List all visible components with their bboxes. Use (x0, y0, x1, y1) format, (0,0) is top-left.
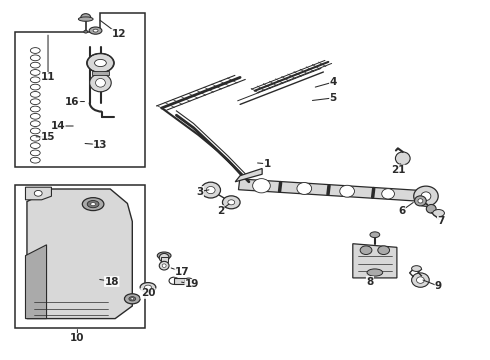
Polygon shape (15, 13, 145, 167)
Ellipse shape (201, 182, 220, 198)
Text: 14: 14 (50, 121, 65, 131)
Ellipse shape (30, 150, 40, 156)
Ellipse shape (30, 99, 40, 104)
Ellipse shape (131, 298, 134, 300)
Ellipse shape (30, 69, 40, 75)
Ellipse shape (378, 246, 390, 255)
Ellipse shape (87, 201, 99, 208)
Ellipse shape (30, 113, 40, 119)
Ellipse shape (82, 198, 104, 211)
Ellipse shape (414, 186, 438, 206)
Ellipse shape (30, 77, 40, 83)
Text: 8: 8 (367, 276, 373, 287)
Ellipse shape (159, 261, 169, 270)
Ellipse shape (185, 278, 193, 284)
Text: 10: 10 (70, 333, 85, 343)
Ellipse shape (416, 277, 424, 283)
Polygon shape (25, 187, 51, 200)
Ellipse shape (30, 62, 40, 68)
Bar (161, 257, 168, 262)
Ellipse shape (412, 273, 429, 287)
Text: 1: 1 (264, 159, 270, 169)
Ellipse shape (30, 84, 40, 90)
Ellipse shape (145, 285, 151, 289)
Ellipse shape (222, 196, 240, 209)
Ellipse shape (30, 91, 40, 97)
Ellipse shape (30, 128, 40, 134)
Ellipse shape (78, 17, 93, 21)
Polygon shape (25, 245, 47, 319)
Ellipse shape (426, 204, 436, 213)
Polygon shape (27, 189, 132, 319)
Ellipse shape (30, 135, 40, 141)
Ellipse shape (124, 294, 140, 304)
Text: 2: 2 (217, 206, 224, 216)
Ellipse shape (96, 78, 105, 87)
Text: 15: 15 (41, 132, 55, 142)
Text: 13: 13 (93, 140, 108, 150)
Ellipse shape (228, 200, 235, 205)
Text: 9: 9 (435, 281, 442, 291)
Text: 18: 18 (104, 276, 119, 287)
Text: 12: 12 (111, 29, 126, 39)
Ellipse shape (169, 277, 179, 284)
Ellipse shape (297, 183, 312, 194)
Ellipse shape (30, 48, 40, 53)
Ellipse shape (415, 196, 426, 206)
Ellipse shape (89, 27, 102, 34)
Ellipse shape (30, 121, 40, 126)
Ellipse shape (433, 210, 444, 217)
Ellipse shape (253, 179, 270, 193)
Ellipse shape (159, 253, 169, 262)
Text: 7: 7 (437, 216, 445, 226)
Ellipse shape (87, 54, 114, 72)
Ellipse shape (418, 199, 423, 203)
Ellipse shape (421, 192, 431, 201)
Ellipse shape (91, 203, 96, 206)
Text: 20: 20 (141, 288, 155, 298)
Ellipse shape (129, 297, 136, 301)
Ellipse shape (81, 14, 91, 21)
Ellipse shape (206, 186, 215, 194)
Text: 4: 4 (329, 77, 337, 87)
Polygon shape (353, 244, 397, 278)
Bar (92, 71, 109, 75)
Ellipse shape (370, 232, 380, 238)
Text: 11: 11 (41, 72, 55, 82)
Ellipse shape (382, 189, 394, 199)
Ellipse shape (95, 59, 106, 67)
Bar (15, 185, 145, 328)
Text: 19: 19 (185, 279, 199, 289)
Ellipse shape (367, 269, 383, 276)
Ellipse shape (90, 74, 111, 92)
Ellipse shape (395, 152, 410, 165)
Text: 21: 21 (391, 165, 405, 175)
Text: 3: 3 (196, 186, 203, 197)
Polygon shape (239, 179, 426, 202)
Text: 5: 5 (330, 93, 337, 103)
Polygon shape (235, 168, 262, 182)
Ellipse shape (157, 252, 171, 259)
Ellipse shape (30, 157, 40, 163)
Ellipse shape (187, 280, 190, 282)
Text: 6: 6 (398, 206, 405, 216)
Ellipse shape (30, 106, 40, 112)
Bar (174, 278, 188, 284)
Ellipse shape (30, 143, 40, 148)
Text: 17: 17 (175, 267, 190, 277)
Ellipse shape (93, 29, 98, 32)
Ellipse shape (360, 246, 372, 255)
Ellipse shape (162, 264, 166, 267)
Ellipse shape (140, 283, 156, 292)
Ellipse shape (84, 30, 88, 33)
Ellipse shape (34, 190, 42, 196)
Ellipse shape (412, 266, 421, 271)
Ellipse shape (30, 55, 40, 61)
Ellipse shape (340, 185, 354, 197)
Text: 16: 16 (65, 96, 80, 107)
